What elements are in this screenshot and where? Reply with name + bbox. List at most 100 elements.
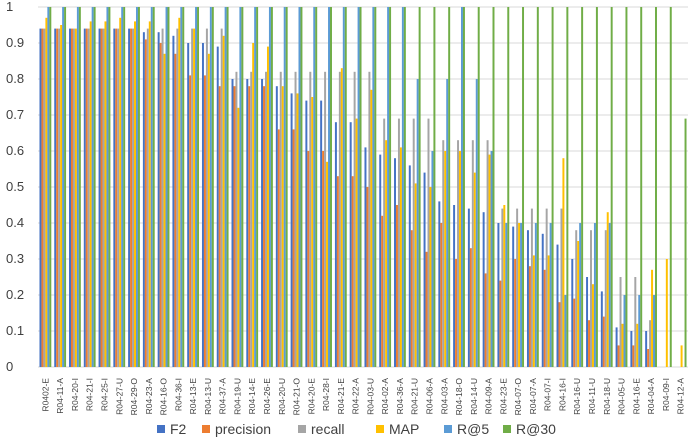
bar-precision-R04-20-E <box>307 151 310 367</box>
x-category-label: R04-04-A <box>646 378 656 415</box>
x-category-label: R04-23-E <box>498 378 508 415</box>
bar-rat5-R04-37-A <box>224 7 227 367</box>
bar-rat30-R04-21-U <box>418 7 421 367</box>
bar-f2-R04-26-E <box>261 79 264 367</box>
bar-recall-R04-21-I <box>87 28 90 367</box>
x-category-label: R04-26-E <box>262 378 272 415</box>
x-category-label: R04-03-U <box>365 378 375 415</box>
bar-f2-R04-18-U <box>600 291 603 367</box>
bar-rat30-R04-28-I <box>330 7 332 367</box>
legend-swatch <box>376 425 384 433</box>
bar-rat30-R04-20-I <box>78 7 81 367</box>
x-category-label: R04-14-E <box>247 378 257 415</box>
bar-rat30-R04-36-I <box>182 7 185 367</box>
bar-recall-R04-27-U <box>117 28 120 367</box>
bar-precision-R04-23-E <box>499 280 502 367</box>
bar-precision-R04-09-A <box>484 273 487 367</box>
bar-rat30-R04-36-A <box>403 7 406 367</box>
bar-f2-R04-09-A <box>482 212 485 367</box>
bar-recall-R04-02-A <box>383 118 386 367</box>
bar-rat5-R04-16-U <box>579 223 582 367</box>
bar-f2-R04-21-U <box>408 165 411 367</box>
y-tick-label: 0.2 <box>6 287 24 302</box>
legend-label: F2 <box>170 421 187 437</box>
bar-precision-R04-03-U <box>366 187 369 367</box>
bar-f2-R04-07-O <box>512 226 515 367</box>
x-category-label: R04-11-U <box>587 378 597 414</box>
bar-precision-R04-14-E <box>248 86 251 367</box>
bar-rat5-R04-23-A <box>150 7 153 367</box>
bar-precision-R04-05-U <box>617 345 620 367</box>
bar-rat5-R04-20-E <box>313 7 316 367</box>
bar-f2-R04-36-I <box>172 35 175 368</box>
legend-swatch <box>157 425 165 433</box>
bar-rat30-R04-20-E <box>315 7 318 367</box>
bar-rat5-R04-29-O <box>135 7 138 367</box>
bar-rat30-R04-07-A <box>536 7 539 367</box>
bar-rat30-R04-16-E <box>640 7 643 367</box>
bar-rat30-R04-09-A <box>492 7 495 367</box>
bar-rat5-R04-21-I <box>91 7 94 367</box>
bar-rat5-R04-16-O <box>165 7 168 367</box>
bar-f2-R04-23-A <box>142 32 145 367</box>
bar-precision-R04-04-A <box>647 349 650 367</box>
bar-map-R04-14-E <box>252 43 255 367</box>
bar-recall-R04-03-U <box>368 71 371 368</box>
bar-rat30-R04-22-A <box>359 7 362 367</box>
bar-precision-R04-23-A <box>144 39 147 368</box>
x-category-label: R04-07-I <box>543 378 553 411</box>
bar-rat5-R04-18-U <box>608 223 611 367</box>
bar-precision-R04-18-U <box>602 316 605 367</box>
x-category-label: R04-09-A <box>484 378 494 415</box>
bar-f2-R04-03-U <box>364 147 367 367</box>
bar-map-R04-21-O <box>296 93 299 368</box>
bar-map-R04-14-U <box>473 172 476 367</box>
series-recall <box>43 28 652 368</box>
bar-map-R04-09-A <box>488 154 491 367</box>
bar-map-R04-23-A <box>148 21 151 368</box>
x-category-label: R04-23-A <box>144 378 154 415</box>
bar-rat30-R04-20-U <box>285 7 288 367</box>
bar-map-R04-22-A <box>355 118 358 367</box>
x-category-label: R0402-E <box>40 378 50 412</box>
bar-map-R04-05-U <box>621 323 624 367</box>
x-category-label: R04-07-O <box>513 378 523 416</box>
y-tick-label: 0.3 <box>6 251 24 266</box>
bar-precision-R0402-E <box>41 28 44 367</box>
series-f2 <box>39 28 648 368</box>
bar-f2-R04-05-U <box>615 327 618 367</box>
bar-map-R04-03-U <box>370 89 373 368</box>
bar-precision-R04-26-E <box>263 86 266 367</box>
x-category-label: R04-16-E <box>631 378 641 415</box>
bar-map-R04-36-I <box>178 17 181 368</box>
bar-precision-R04-07-O <box>514 259 517 367</box>
bar-map-R04-21-I <box>89 21 92 368</box>
bar-rat30-R04-21-I <box>93 7 96 367</box>
legend-label: MAP <box>389 421 419 437</box>
bar-rat30-R04-06-A <box>433 7 436 367</box>
bar-map-R04-26-E <box>266 46 269 367</box>
bar-rat5-R04-13-U <box>209 7 212 367</box>
legend-label: R@30 <box>516 421 556 437</box>
x-category-label: R04-19-U <box>232 378 242 415</box>
bar-rat5-R0402-E <box>47 7 50 367</box>
bar-rat5-R04-04-A <box>653 295 656 367</box>
bar-f2-R04-20-E <box>305 100 308 367</box>
legend-swatch <box>202 425 210 433</box>
bar-f2-R04-18-O <box>453 205 456 367</box>
legend-label: recall <box>311 421 344 437</box>
bar-recall-R04-19-U <box>235 71 238 368</box>
bar-precision-R04-27-U <box>115 28 118 367</box>
bar-recall-R04-07-A <box>530 208 533 367</box>
bar-map-R04-20-U <box>281 86 284 367</box>
bar-recall-R04-20-U <box>279 71 282 368</box>
bar-f2-R04-13-U <box>201 43 204 367</box>
bar-precision-R04-14-U <box>469 248 472 367</box>
bar-map-R04-13-E <box>193 28 196 367</box>
bar-recall-R04-07-I <box>545 208 548 367</box>
bar-map-R04-16-I <box>562 158 565 367</box>
bar-rat30-R04-19-U <box>241 7 244 367</box>
bar-precision-R04-37-A <box>218 86 221 367</box>
y-tick-label: 0.8 <box>6 71 24 86</box>
bar-precision-R04-06-A <box>425 251 428 367</box>
